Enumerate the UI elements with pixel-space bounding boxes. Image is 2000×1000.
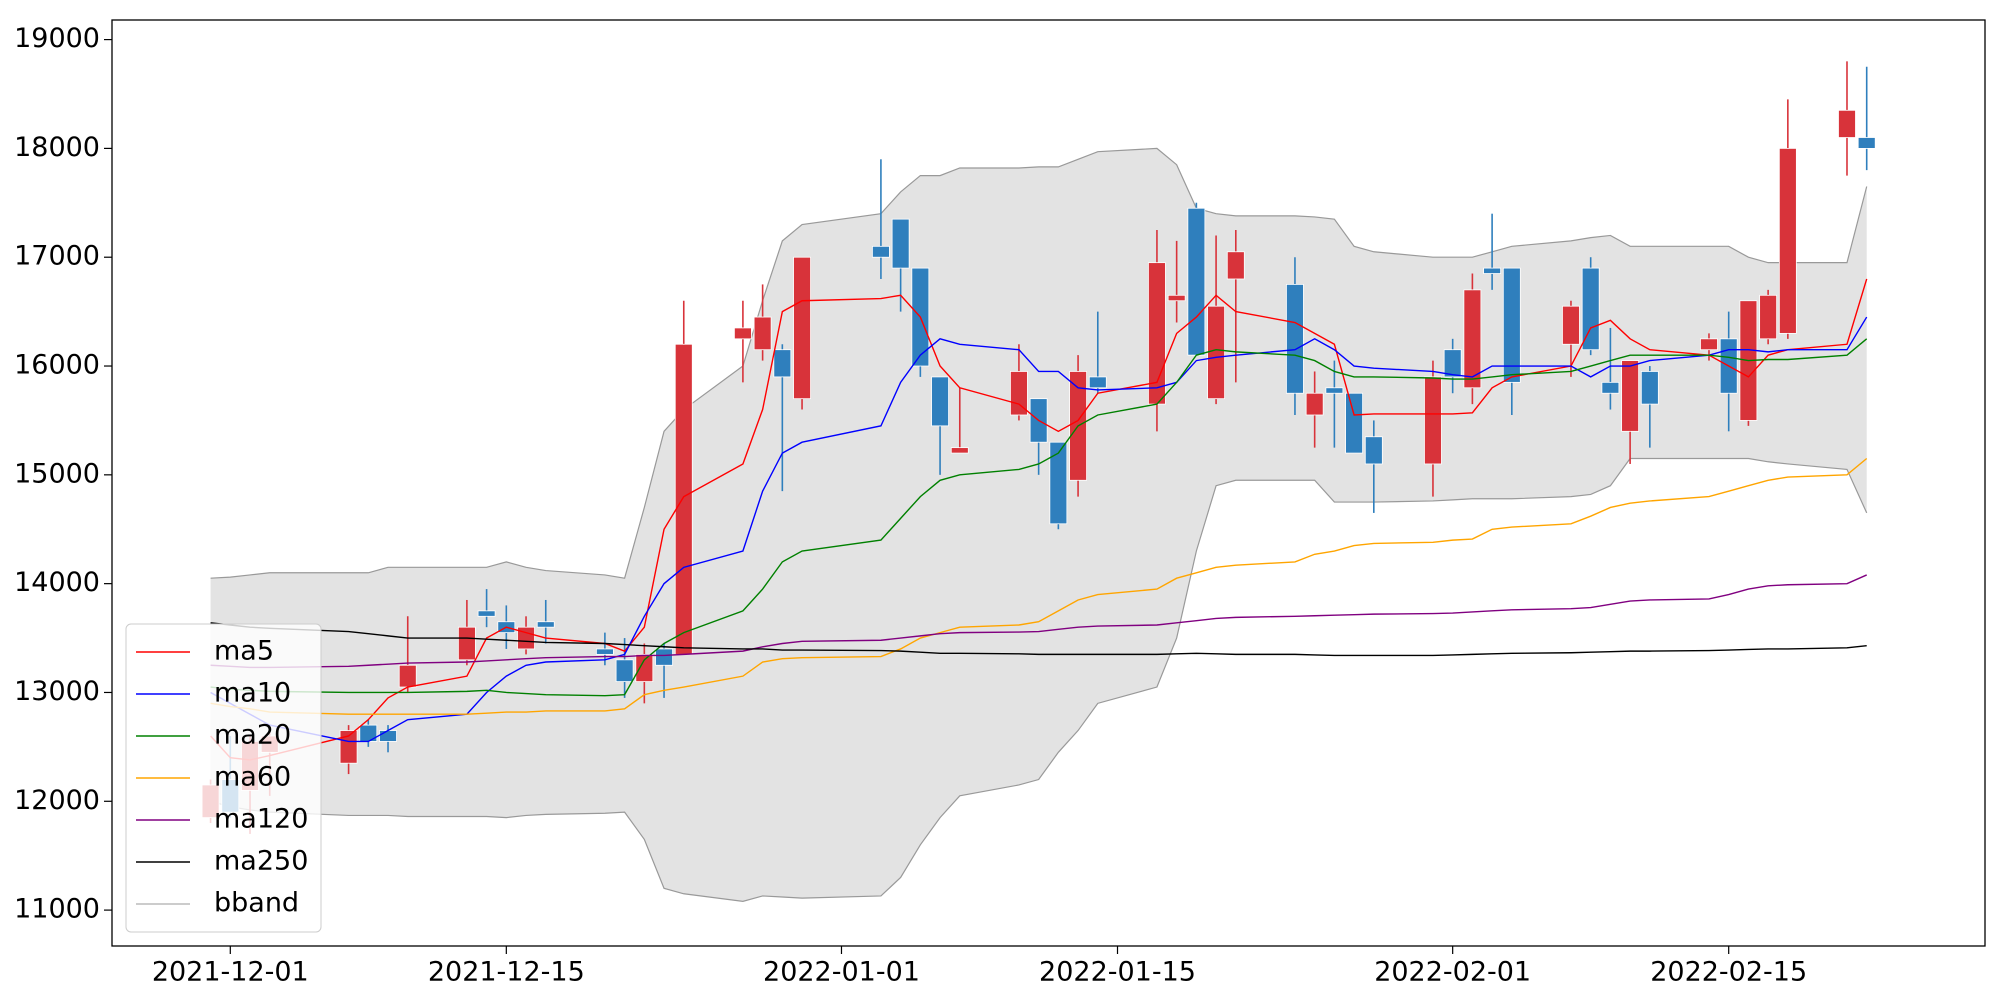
candle-body (1778, 147, 1797, 334)
y-tick-label: 17000 (14, 241, 100, 272)
y-tick-label: 11000 (14, 894, 100, 925)
candle-body (1167, 294, 1186, 302)
candle-body (1226, 251, 1245, 280)
x-tick-label: 2022-01-01 (763, 957, 920, 988)
legend-label: ma250 (214, 846, 308, 877)
plot-area: 11000 12000 13000 14000 15000 16000 17000 18000… (14, 19, 1986, 988)
candle-body (595, 648, 614, 655)
ma-line (210, 457, 1868, 715)
legend-label: ma120 (214, 804, 308, 835)
candle-body (1640, 371, 1659, 405)
candle-body (1483, 267, 1502, 274)
candle-body (1463, 289, 1482, 389)
candle-body (359, 724, 378, 742)
y-tick-label: 15000 (14, 458, 100, 489)
candle-body (1305, 392, 1324, 416)
candle-body (1759, 294, 1778, 340)
legend-box (125, 623, 322, 933)
candle-body (615, 659, 634, 682)
x-tick-label: 2022-02-01 (1374, 957, 1531, 988)
legend-label: ma60 (214, 762, 291, 793)
band-area (210, 148, 1867, 902)
candle-body (1010, 371, 1028, 416)
axes-frame (111, 19, 1986, 947)
candle-body (398, 664, 417, 688)
candle-body (517, 626, 535, 650)
ma-line (210, 338, 1868, 697)
candle-body (1364, 436, 1383, 465)
candle-body (734, 327, 752, 340)
candle-body (1325, 387, 1344, 394)
ma-line (210, 278, 1868, 761)
candle-body (1049, 441, 1068, 525)
y-tick-label: 19000 (14, 23, 100, 54)
candle-body (773, 349, 792, 378)
band-upper (210, 147, 1868, 579)
candle-body (1700, 338, 1718, 351)
y-tick-label: 16000 (14, 350, 100, 381)
candle-body (1838, 109, 1856, 138)
x-tick-label: 2022-02-15 (1650, 957, 1807, 988)
candle-body (1187, 207, 1206, 356)
candle-body (1424, 376, 1442, 465)
y-tick-label: 14000 (14, 567, 100, 598)
candle-body (339, 730, 358, 764)
candle-body (1857, 137, 1876, 149)
legend: ma5 ma10 ma20 ma60 ma120 ma250 bband (125, 623, 322, 933)
series-layer (201, 61, 1876, 903)
candle-body (1345, 392, 1363, 454)
candle-body (1088, 376, 1107, 389)
candle-body (457, 626, 476, 661)
candle-body (1286, 284, 1304, 394)
x-tick-label: 2021-12-15 (428, 957, 585, 988)
candle-body (635, 653, 654, 682)
ma-line (210, 316, 1868, 743)
y-tick-label: 12000 (14, 785, 100, 816)
x-tick-label: 2021-12-01 (152, 957, 309, 988)
candle-body (655, 648, 673, 666)
legend-label: ma10 (214, 678, 291, 709)
candle-body (950, 447, 969, 454)
candle-body (1502, 267, 1521, 383)
candle-body (536, 621, 555, 628)
legend-label: ma20 (214, 720, 291, 751)
candle-body (477, 610, 496, 617)
candle-body (1601, 381, 1620, 394)
candle-body (753, 316, 772, 351)
y-tick-label: 18000 (14, 132, 100, 163)
candle-body (1443, 349, 1462, 378)
candle-body (931, 376, 949, 427)
ma-line (210, 574, 1867, 669)
candle-body (872, 245, 890, 258)
legend-label: bband (214, 888, 299, 919)
candle-body (1621, 360, 1640, 432)
candle-body (379, 730, 397, 742)
y-tick-label: 13000 (14, 676, 100, 707)
candle-body (793, 256, 811, 400)
band-lower (210, 457, 1868, 903)
candle-body (891, 218, 910, 269)
candle-body (1562, 305, 1580, 345)
candle-body (1581, 267, 1600, 351)
candle-body (1207, 305, 1225, 400)
ma-line (210, 622, 1867, 657)
legend-label: ma5 (214, 636, 274, 667)
x-tick-label: 2022-01-15 (1039, 957, 1196, 988)
candle-body (674, 343, 693, 655)
